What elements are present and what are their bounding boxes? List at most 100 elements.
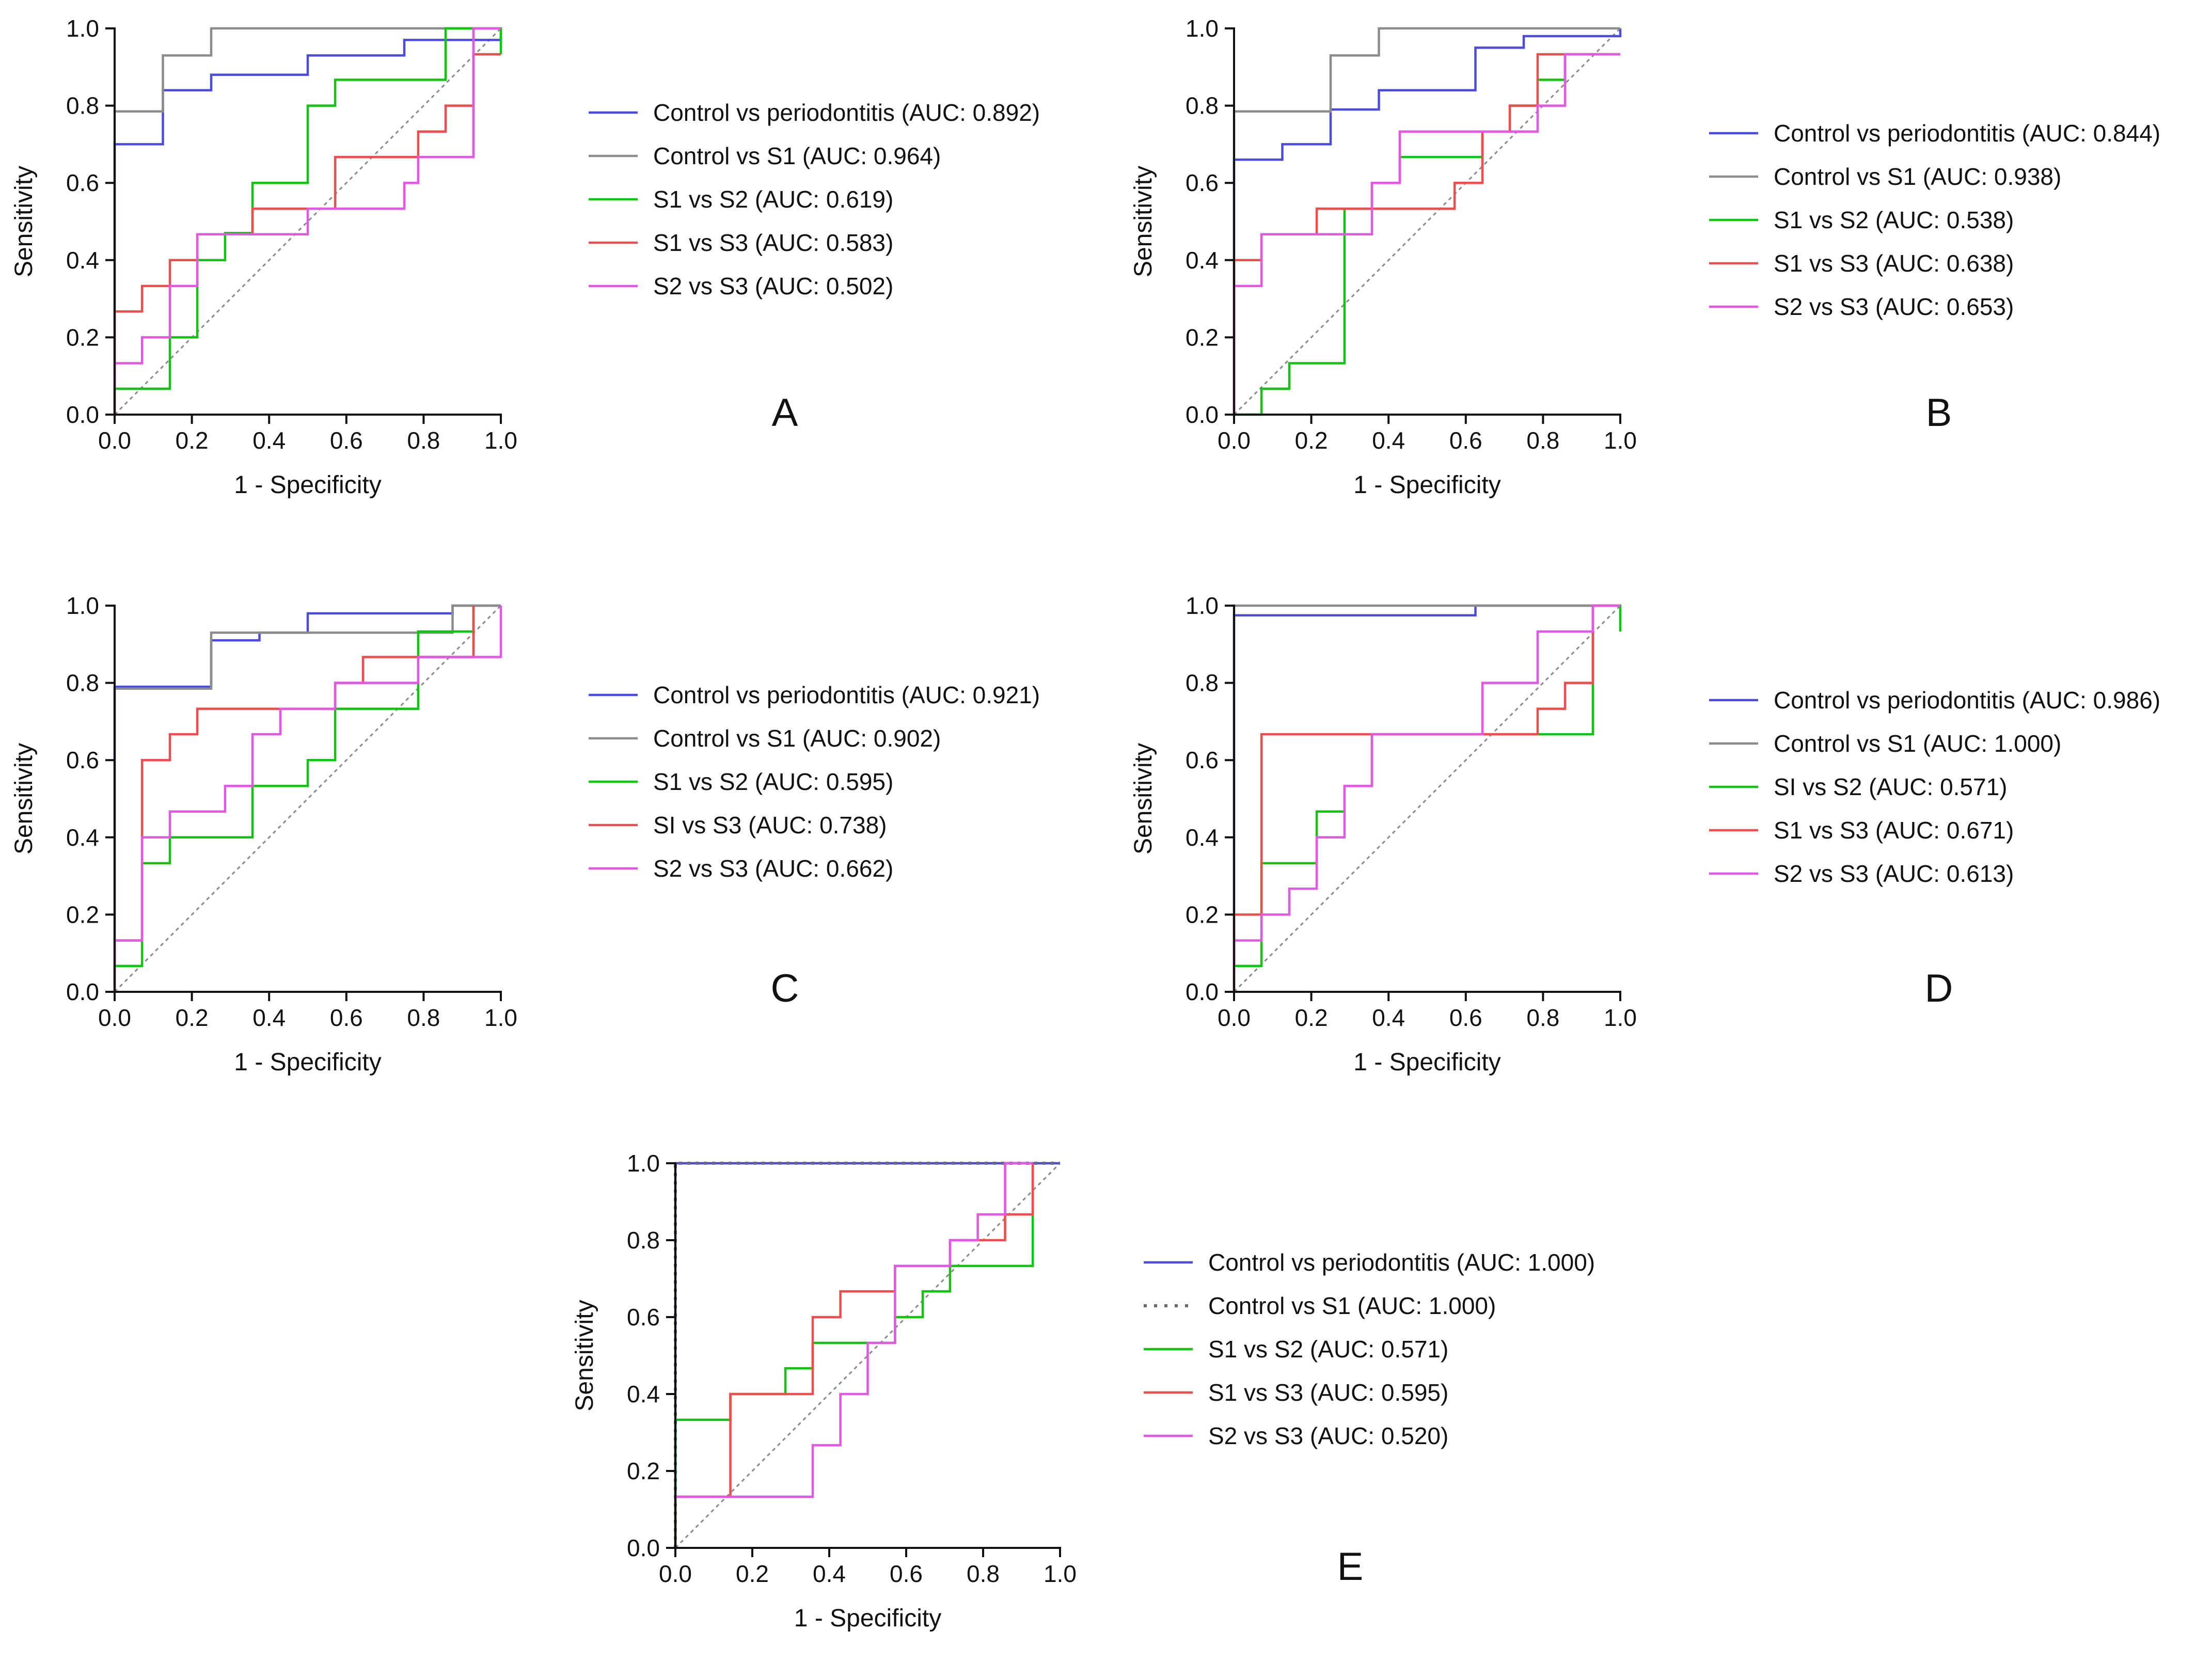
x-tick-label: 0.2: [176, 427, 209, 454]
legend-label: SI vs S2 (AUC: 0.571): [1774, 773, 2008, 800]
series-line-s1-vs-s3: [674, 1163, 1034, 1548]
roc-panel-a: 0.0 0.2 0.4 0.6 0.8 1.0 0.0 0.2 0.4 0.6 0.8 1.0 1 - …: [10, 15, 1040, 499]
legend-label: S1 vs S3 (AUC: 0.595): [1208, 1379, 1448, 1406]
panel-letter: B: [1926, 391, 1952, 435]
x-tick-label: 0.8: [967, 1560, 1000, 1587]
x-tick-label: 0.0: [1218, 1004, 1251, 1031]
x-tick-label: 0.2: [176, 1004, 209, 1031]
y-tick-label: 0.4: [66, 824, 99, 851]
reference-diagonal: [114, 605, 502, 993]
roc-panel-d: 0.0 0.2 0.4 0.6 0.8 1.0 0.0 0.2 0.4 0.6 0.8 1.0 1 - …: [1130, 592, 2160, 1076]
series-line-s2-vs-s3: [1233, 604, 1620, 992]
legend: Control vs periodontitis (AUC: 0.986) Con…: [1709, 687, 2160, 887]
legend-label: Control vs S1 (AUC: 0.964): [653, 143, 941, 169]
series-line-s2-vs-s3: [113, 606, 502, 992]
x-tick-label: 0.6: [1449, 427, 1482, 454]
legend-label: Control vs periodontitis (AUC: 0.892): [653, 99, 1040, 126]
legend-label: S2 vs S3 (AUC: 0.653): [1774, 293, 2014, 320]
legend-label: Control vs periodontitis (AUC: 0.986): [1774, 687, 2160, 714]
x-axis-title: 1 - Specificity: [1353, 1049, 1500, 1076]
x-tick-label: 0.2: [736, 1560, 769, 1587]
legend-label: S1 vs S3 (AUC: 0.583): [653, 229, 893, 256]
reference-diagonal: [1233, 27, 1621, 416]
y-tick-label: 0.0: [66, 401, 99, 428]
x-tick-label: 0.4: [252, 1004, 286, 1031]
y-tick-label: 0.0: [1186, 978, 1219, 1005]
legend: Control vs periodontitis (AUC: 0.844) Con…: [1709, 120, 2160, 320]
roc-panel-b: 0.0 0.2 0.4 0.6 0.8 1.0 0.0 0.2 0.4 0.6 0.8 1.0 1 - …: [1130, 15, 2160, 499]
legend-label: S2 vs S3 (AUC: 0.613): [1774, 860, 2014, 887]
x-tick-label: 1.0: [1044, 1560, 1077, 1587]
legend-label: S1 vs S3 (AUC: 0.671): [1774, 817, 2014, 844]
legend-label: S1 vs S2 (AUC: 0.538): [1774, 207, 2014, 233]
y-tick-label: 0.6: [1186, 169, 1219, 196]
legend-label: S2 vs S3 (AUC: 0.502): [653, 273, 893, 299]
x-tick-label: 0.6: [330, 427, 363, 454]
y-tick-label: 0.0: [66, 978, 99, 1005]
y-tick-label: 1.0: [627, 1150, 660, 1177]
y-tick-label: 0.8: [66, 92, 99, 119]
panel-letter: A: [772, 391, 798, 435]
legend-label: Control vs S1 (AUC: 1.000): [1208, 1292, 1496, 1319]
x-tick-label: 0.4: [813, 1560, 846, 1587]
legend-label: Control vs periodontitis (AUC: 0.921): [653, 682, 1040, 708]
y-tick-label: 0.2: [66, 324, 99, 351]
y-axis-title: Sensitivity: [10, 743, 38, 854]
legend: Control vs periodontitis (AUC: 0.892) Con…: [589, 99, 1040, 299]
legend-label: S1 vs S3 (AUC: 0.638): [1774, 250, 2014, 277]
x-tick-label: 0.0: [659, 1560, 692, 1587]
y-tick-label: 0.4: [66, 247, 99, 274]
y-tick-label: 0.4: [1186, 247, 1219, 274]
y-tick-label: 1.0: [66, 592, 99, 619]
x-tick-label: 1.0: [484, 1004, 517, 1031]
y-tick-label: 0.2: [1186, 324, 1219, 351]
x-tick-label: 0.4: [1372, 1004, 1405, 1031]
x-tick-label: 0.8: [1526, 427, 1559, 454]
x-tick-label: 0.2: [1295, 427, 1328, 454]
y-tick-label: 0.6: [66, 169, 99, 196]
y-tick-label: 1.0: [66, 15, 99, 42]
series-line-control-vs-periodontitis: [113, 28, 502, 415]
y-tick-label: 0.2: [627, 1458, 660, 1484]
y-tick-label: 0.8: [1186, 670, 1219, 697]
y-tick-label: 0.8: [1186, 92, 1219, 119]
legend-label: S1 vs S2 (AUC: 0.571): [1208, 1336, 1448, 1363]
y-tick-label: 0.8: [66, 670, 99, 697]
roc-panel-e: 0.0 0.2 0.4 0.6 0.8 1.0 0.0 0.2 0.4 0.6 0.8 1.0 1 - …: [571, 1150, 1595, 1632]
y-tick-label: 0.6: [66, 747, 99, 773]
series-line-s1-vs-s3: [1233, 604, 1620, 992]
y-axis-title: Sensitivity: [10, 166, 38, 277]
series-line-control-vs-periodontitis: [1233, 28, 1622, 415]
y-tick-label: 0.2: [66, 901, 99, 928]
roc-panel-c: 0.0 0.2 0.4 0.6 0.8 1.0 0.0 0.2 0.4 0.6 0.8 1.0 1 - …: [10, 592, 1040, 1076]
x-tick-label: 0.0: [98, 1004, 131, 1031]
legend-label: Control vs periodontitis (AUC: 1.000): [1208, 1249, 1595, 1276]
legend-label: SI vs S3 (AUC: 0.738): [653, 812, 887, 838]
series-line-s1-vs-s2: [674, 1163, 1034, 1548]
legend-label: Control vs S1 (AUC: 0.938): [1774, 163, 2061, 190]
x-tick-label: 0.8: [407, 427, 440, 454]
x-axis-title: 1 - Specificity: [794, 1605, 941, 1632]
y-tick-label: 0.0: [627, 1534, 660, 1561]
x-axis-title: 1 - Specificity: [234, 471, 381, 499]
legend-label: S1 vs S2 (AUC: 0.619): [653, 186, 893, 213]
legend-label: S1 vs S2 (AUC: 0.595): [653, 768, 893, 795]
y-axis-title: Sensitivity: [1130, 743, 1157, 854]
y-tick-label: 0.8: [627, 1227, 660, 1254]
legend-label: Control vs periodontitis (AUC: 0.844): [1774, 120, 2160, 147]
x-axis-title: 1 - Specificity: [234, 1049, 381, 1076]
y-tick-label: 0.2: [1186, 901, 1219, 928]
x-tick-label: 0.8: [407, 1004, 440, 1031]
x-tick-label: 0.6: [890, 1560, 923, 1587]
legend-label: S2 vs S3 (AUC: 0.520): [1208, 1422, 1448, 1449]
legend-label: Control vs S1 (AUC: 0.902): [653, 725, 941, 752]
x-tick-label: 1.0: [484, 427, 517, 454]
legend: Control vs periodontitis (AUC: 0.921) Con…: [589, 682, 1040, 882]
panel-letter: E: [1337, 1545, 1364, 1589]
x-tick-label: 0.4: [1372, 427, 1405, 454]
y-tick-label: 0.4: [1186, 824, 1219, 851]
legend-label: S2 vs S3 (AUC: 0.662): [653, 855, 893, 882]
series-line-s1-vs-s3: [113, 53, 501, 415]
y-axis-title: Sensitivity: [571, 1300, 598, 1411]
